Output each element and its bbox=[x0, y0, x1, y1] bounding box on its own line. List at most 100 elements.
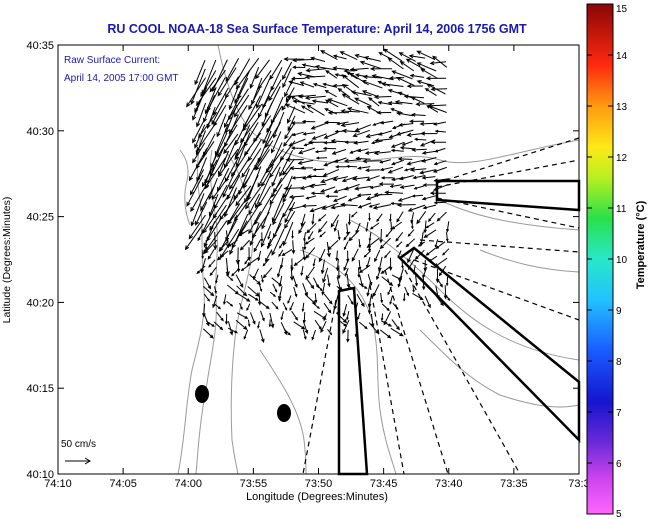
current-vector bbox=[306, 222, 317, 234]
current-vector bbox=[357, 148, 369, 153]
current-vector bbox=[350, 90, 372, 97]
current-vector bbox=[248, 293, 259, 301]
current-vector bbox=[385, 229, 393, 238]
current-vector bbox=[301, 302, 305, 313]
x-tick-label: 73:40 bbox=[435, 478, 463, 490]
current-vector bbox=[265, 249, 273, 263]
current-vector bbox=[280, 311, 284, 321]
current-vector bbox=[332, 176, 349, 182]
current-vector bbox=[238, 229, 249, 237]
current-vector bbox=[216, 250, 229, 261]
y-axis: 40:10 40:15 40:20 40:25 40:30 40:35 bbox=[26, 40, 579, 481]
current-vector bbox=[291, 131, 304, 137]
current-vector bbox=[316, 283, 323, 292]
current-vector bbox=[323, 302, 332, 314]
current-vector bbox=[215, 274, 219, 285]
current-vector bbox=[218, 240, 229, 252]
current-vector bbox=[279, 149, 294, 177]
current-vector bbox=[379, 120, 394, 125]
current-vector bbox=[288, 80, 305, 87]
current-vector bbox=[379, 159, 391, 164]
current-vector bbox=[311, 329, 316, 341]
current-vector bbox=[314, 64, 337, 71]
current-vector bbox=[391, 70, 413, 80]
current-vector bbox=[322, 168, 340, 177]
current-vector bbox=[379, 228, 383, 244]
current-vector bbox=[283, 133, 294, 147]
current-vector bbox=[337, 230, 341, 241]
current-vector bbox=[404, 286, 409, 297]
current-vector bbox=[345, 164, 358, 168]
current-vector bbox=[340, 202, 358, 207]
current-vector bbox=[281, 248, 293, 257]
current-vector bbox=[341, 83, 359, 96]
current-vector bbox=[226, 300, 234, 307]
current-vector bbox=[409, 167, 427, 172]
current-vector bbox=[208, 259, 216, 268]
current-vector bbox=[192, 142, 206, 164]
current-vector bbox=[433, 200, 447, 205]
current-vector bbox=[305, 68, 326, 73]
current-vector bbox=[399, 145, 415, 150]
current-vector bbox=[216, 113, 227, 138]
current-vector bbox=[227, 321, 234, 336]
current-vector bbox=[282, 184, 293, 204]
current-vector bbox=[388, 257, 393, 271]
current-vector bbox=[340, 122, 360, 128]
colorbar-tick-label: 6 bbox=[616, 459, 622, 470]
current-vector bbox=[271, 194, 284, 223]
current-vector bbox=[223, 133, 239, 155]
current-vector bbox=[311, 213, 315, 226]
current-vector bbox=[332, 54, 347, 60]
current-vector bbox=[305, 195, 317, 200]
x-tick-label: 73:35 bbox=[500, 478, 528, 490]
current-vector bbox=[389, 184, 402, 188]
current-vector bbox=[396, 241, 403, 248]
current-vector bbox=[203, 293, 210, 302]
current-vector bbox=[202, 285, 215, 297]
current-vector bbox=[365, 175, 380, 181]
current-vector bbox=[278, 249, 284, 258]
current-vector bbox=[390, 141, 405, 148]
current-vector bbox=[343, 231, 351, 241]
current-vector bbox=[194, 124, 206, 149]
current-vector bbox=[287, 205, 305, 211]
current-vector bbox=[341, 175, 358, 183]
current-vector bbox=[416, 50, 436, 61]
current-vector bbox=[222, 167, 238, 198]
current-vector bbox=[342, 303, 348, 317]
current-vector bbox=[300, 166, 314, 170]
current-vector bbox=[434, 129, 446, 133]
current-vector bbox=[236, 285, 248, 297]
current-vector bbox=[291, 310, 299, 321]
current-vector bbox=[284, 123, 295, 140]
current-vector bbox=[379, 329, 392, 339]
current-vector bbox=[257, 250, 262, 262]
current-vector bbox=[190, 193, 205, 227]
current-vector bbox=[343, 183, 360, 191]
current-vector bbox=[398, 122, 414, 127]
current-vector bbox=[284, 76, 295, 98]
current-vector bbox=[349, 67, 369, 72]
plot-area bbox=[58, 45, 579, 474]
scale-arrow bbox=[65, 457, 91, 465]
current-vector bbox=[257, 321, 260, 329]
current-vector bbox=[358, 282, 368, 289]
current-vector bbox=[390, 327, 404, 337]
current-vector bbox=[196, 265, 206, 275]
colorbar-tick-label: 13 bbox=[616, 102, 628, 113]
current-vector bbox=[346, 274, 351, 289]
current-vector bbox=[420, 131, 438, 136]
current-vector bbox=[303, 239, 307, 251]
current-vector bbox=[327, 328, 333, 336]
current-vector bbox=[327, 239, 339, 251]
current-vector bbox=[324, 90, 337, 98]
current-vector bbox=[396, 77, 415, 87]
current-vector bbox=[384, 250, 391, 259]
current-vector bbox=[227, 239, 238, 247]
current-vector bbox=[330, 214, 340, 228]
scale-label: 50 cm/s bbox=[61, 439, 96, 450]
current-vector bbox=[412, 292, 424, 301]
current-vector bbox=[406, 159, 424, 166]
current-vector bbox=[255, 175, 271, 209]
